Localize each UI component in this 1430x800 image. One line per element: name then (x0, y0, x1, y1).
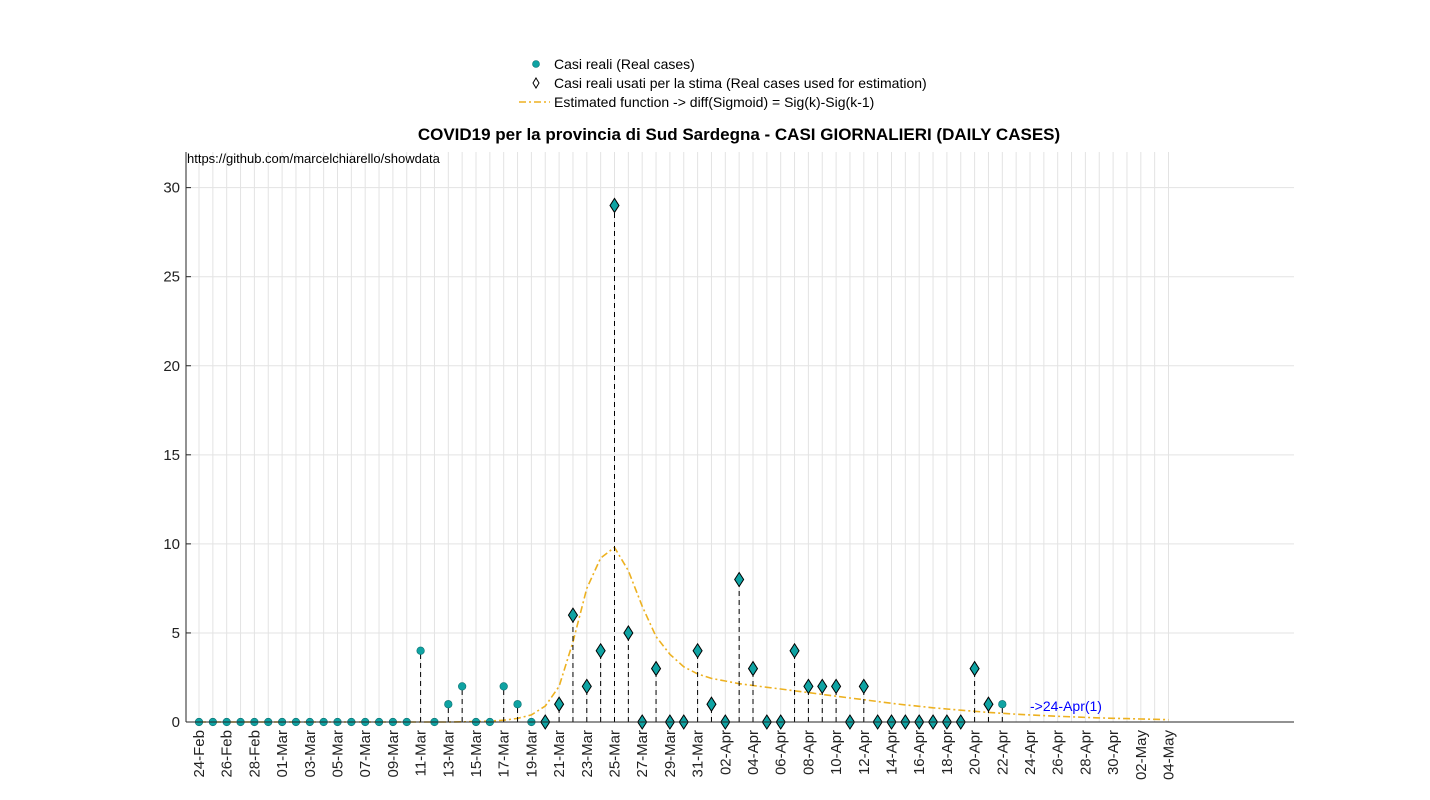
y-tick-label: 30 (163, 180, 180, 197)
legend-label-real-cases: Casi reali (Real cases) (554, 56, 695, 72)
data-point-diamond (581, 678, 592, 695)
x-tick-label: 04-May (1161, 730, 1178, 781)
legend-label-used-cases: Casi reali usati per la stima (Real case… (554, 75, 927, 91)
data-point-diamond (734, 571, 745, 588)
legend-marker-diamond (532, 77, 540, 89)
data-point-diamond (803, 678, 814, 695)
data-point-diamond (858, 678, 869, 695)
y-tick-labels: 0 5 10 15 20 25 30 (163, 180, 180, 731)
data-point-diamond (650, 660, 662, 677)
x-tick-label: 03-Mar (302, 730, 319, 778)
x-tick-label: 24-Feb (191, 730, 208, 778)
x-tick-label: 09-Mar (385, 730, 402, 778)
y-tick-label: 0 (172, 714, 180, 731)
x-tick-label: 20-Apr (967, 730, 984, 775)
x-tick-label: 27-Mar (634, 730, 651, 778)
data-point-diamond (969, 660, 980, 677)
data-point-diamond (692, 642, 703, 659)
x-tick-label: 18-Apr (939, 730, 956, 775)
x-tick-label: 13-Mar (440, 730, 457, 778)
data-point (444, 700, 453, 709)
data-point-diamond (817, 678, 828, 695)
last-point-label: ->24-Apr(1) (1030, 698, 1102, 714)
x-tick-label: 04-Apr (745, 730, 762, 775)
data-point-diamond (554, 696, 565, 713)
data-point-diamond (983, 696, 994, 713)
x-tick-label: 05-Mar (330, 730, 347, 778)
data-point-diamond (623, 625, 634, 641)
data-point-diamond (706, 696, 717, 713)
x-tick-label: 16-Apr (911, 730, 928, 775)
chart-title: COVID19 per la provincia di Sud Sardegna… (418, 125, 1060, 144)
y-tick-label: 15 (163, 447, 180, 464)
legend: Casi reali (Real cases) Casi reali usati… (519, 56, 927, 110)
data-point (416, 646, 425, 655)
x-tick-label: 29-Mar (662, 730, 679, 778)
data-point (513, 700, 522, 709)
y-tick-label: 10 (163, 536, 180, 553)
grid-lines (186, 152, 1294, 723)
x-tick-label: 12-Apr (856, 730, 873, 775)
x-tick-label: 28-Apr (1077, 730, 1094, 775)
data-point-diamond (595, 642, 606, 659)
axes (185, 152, 1294, 723)
x-tick-label: 19-Mar (523, 730, 540, 778)
y-tick-label: 25 (163, 269, 180, 286)
data-point-diamond (567, 607, 579, 624)
x-tick-label: 02-May (1133, 730, 1150, 781)
x-tick-label: 23-Mar (579, 730, 596, 778)
data-point-diamond (747, 660, 759, 677)
x-tick-label: 21-Mar (551, 730, 568, 778)
x-tick-label: 02-Apr (717, 730, 734, 775)
x-tick-label: 28-Feb (246, 730, 263, 778)
data-point (458, 682, 467, 691)
data-point-diamond (789, 642, 800, 659)
x-tick-label: 31-Mar (690, 730, 707, 778)
x-tick-label: 26-Apr (1050, 730, 1067, 775)
data-point-diamond (831, 678, 842, 695)
legend-marker-circle (532, 60, 540, 68)
x-tick-label: 22-Apr (994, 730, 1011, 775)
y-tick-label: 20 (163, 358, 180, 375)
x-tick-label: 01-Mar (274, 730, 291, 778)
x-tick-label: 11-Mar (413, 730, 430, 776)
x-tick-label: 26-Feb (219, 730, 236, 778)
x-tick-label: 06-Apr (773, 730, 790, 775)
legend-label-estimated: Estimated function -> diff(Sigmoid) = Si… (554, 94, 874, 110)
x-tick-label: 15-Mar (468, 730, 485, 778)
x-tick-label: 10-Apr (828, 730, 845, 775)
x-tick-label: 24-Apr (1022, 730, 1039, 775)
x-tick-labels: 24-Feb 26-Feb 28-Feb 01-Mar 03-Mar 05-Mar 07-M… (191, 730, 1178, 781)
data-point (998, 700, 1007, 709)
x-tick-label: 25-Mar (607, 730, 624, 778)
y-tick-label: 5 (172, 625, 180, 642)
x-tick-label: 30-Apr (1105, 730, 1122, 775)
x-tick-label: 07-Mar (357, 730, 374, 778)
source-annotation: https://github.com/marcelchiarello/showd… (187, 151, 441, 166)
data-point (499, 682, 508, 691)
x-tick-label: 14-Apr (884, 730, 901, 775)
data-point-diamond (609, 197, 620, 214)
x-tick-label: 08-Apr (800, 730, 817, 775)
x-tick-label: 17-Mar (496, 730, 513, 778)
